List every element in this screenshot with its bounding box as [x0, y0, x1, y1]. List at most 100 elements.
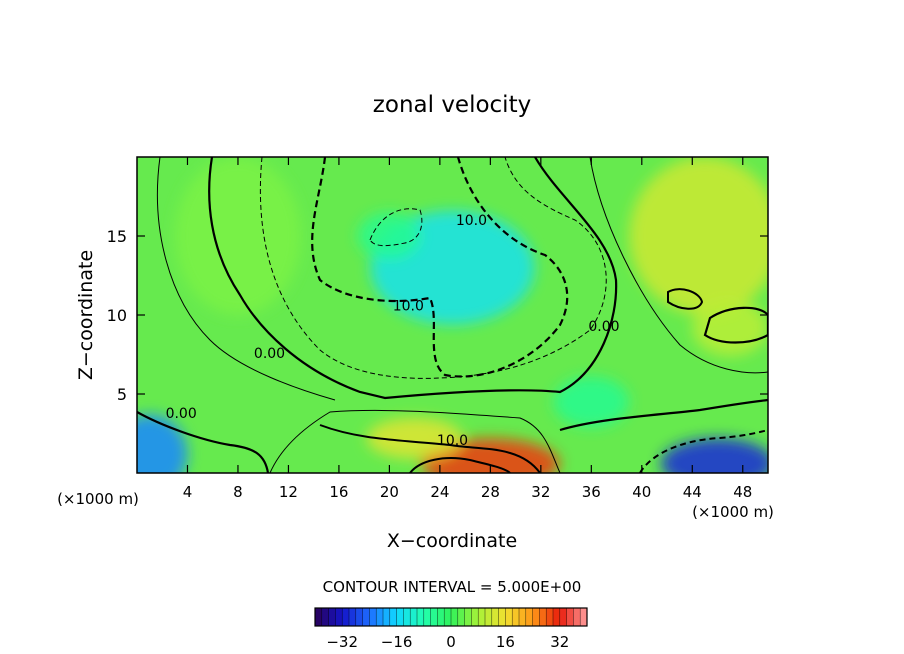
x-tick-label: 4 — [183, 483, 193, 501]
contour-zero-islet — [667, 288, 704, 310]
field-blob — [629, 157, 768, 315]
colorbar-cell — [559, 608, 567, 626]
contour-neg10-lower — [639, 429, 768, 473]
field-blobs — [137, 157, 768, 473]
x-tick-label: 32 — [531, 483, 550, 501]
colorbar-tick-label: 32 — [550, 633, 569, 651]
colorbar: −32 −16 0 16 32 — [314, 607, 588, 651]
contour-label: 10.0 — [437, 433, 468, 449]
colorbar-tick-label: −16 — [381, 633, 413, 651]
x-tick-label: 36 — [582, 483, 601, 501]
colorbar-cell — [437, 608, 445, 626]
colorbar-cell — [491, 608, 499, 626]
colorbar-cell — [430, 608, 438, 626]
colorbar-cell — [403, 608, 411, 626]
field-blob — [357, 212, 421, 260]
contour-lines — [137, 157, 768, 473]
field-blob — [366, 417, 463, 459]
colorbar-cell — [525, 608, 533, 626]
velocity-field: 10.0 10.0 0.00 0.00 0.00 10.0 — [137, 157, 768, 473]
x-tick-label: 24 — [430, 483, 449, 501]
contour-pos5-left — [157, 157, 336, 401]
colorbar-cell — [396, 608, 404, 626]
x-axis-unit: (×1000 m) — [692, 503, 774, 521]
x-tick-label: 44 — [683, 483, 702, 501]
contour-label: 0.00 — [588, 319, 619, 335]
colorbar-cell — [546, 608, 554, 626]
contour-zero-left — [137, 411, 270, 473]
colorbar-cell — [362, 608, 370, 626]
contour-label: 0.00 — [166, 406, 197, 422]
field-blob — [660, 438, 768, 473]
colorbar-cell — [335, 608, 343, 626]
colorbar-cell — [321, 608, 329, 626]
y-axis-ticks: 5 10 15 — [107, 227, 768, 404]
colorbar-cell — [519, 608, 527, 626]
colorbar-cell — [417, 608, 425, 626]
colorbar-cell — [444, 608, 452, 626]
colorbar-cell — [539, 608, 547, 626]
colorbar-cell — [553, 608, 561, 626]
chart-title: zonal velocity — [373, 92, 531, 118]
colorbar-cell — [573, 608, 581, 626]
colorbar-cell — [410, 608, 418, 626]
x-axis-ticks: 4 8 12 16 20 24 28 32 36 40 44 48 — [183, 157, 752, 501]
contour-pos20 — [409, 457, 511, 473]
colorbar-tick-label: 16 — [496, 633, 515, 651]
colorbar-cell — [464, 608, 472, 626]
field-blob — [174, 157, 302, 315]
colorbar-cell — [471, 608, 479, 626]
x-tick-label: 48 — [733, 483, 752, 501]
colorbar-cell — [512, 608, 520, 626]
x-tick-label: 8 — [233, 483, 243, 501]
contour-label: 10.0 — [393, 299, 424, 315]
colorbar-cell — [532, 608, 540, 626]
colorbar-cell — [498, 608, 506, 626]
x-tick-label: 16 — [329, 483, 348, 501]
colorbar-cell — [369, 608, 377, 626]
contour-pos5-lower — [269, 409, 561, 473]
field-blob — [137, 414, 188, 473]
contour-label: 0.00 — [254, 346, 285, 362]
y-tick-label: 15 — [107, 227, 127, 246]
colorbar-cell — [478, 608, 486, 626]
x-tick-label: 12 — [279, 483, 298, 501]
contour-labels: 10.0 10.0 0.00 0.00 0.00 10.0 — [166, 213, 620, 449]
contour-label: 10.0 — [456, 213, 487, 229]
colorbar-cell — [566, 608, 574, 626]
field-blob — [553, 376, 630, 428]
colorbar-cell — [383, 608, 391, 626]
colorbar-cell — [457, 608, 465, 626]
colorbar-cell — [505, 608, 513, 626]
y-tick-label: 10 — [107, 306, 127, 325]
colorbar-cell — [342, 608, 350, 626]
x-tick-label: 28 — [481, 483, 500, 501]
contour-neg10 — [311, 157, 569, 378]
colorbar-cell — [423, 608, 431, 626]
colorbar-cell — [349, 608, 357, 626]
colorbar-tick-label: −32 — [326, 633, 358, 651]
contour-neg5 — [259, 157, 607, 379]
contour-zero-main — [208, 157, 618, 400]
contour-neg15 — [369, 208, 423, 247]
y-tick-label: 5 — [117, 385, 127, 404]
contour-interval-note: CONTOUR INTERVAL = 5.000E+00 — [323, 578, 582, 596]
colorbar-tick-label: 0 — [446, 633, 456, 651]
contour-pos5-right — [589, 157, 768, 374]
colorbar-cell — [580, 608, 588, 626]
x-tick-label: 40 — [632, 483, 651, 501]
contour-zero-island — [703, 306, 768, 344]
colorbar-cell — [315, 608, 323, 626]
colorbar-cell — [451, 608, 459, 626]
colorbar-frame — [314, 607, 588, 627]
colorbar-cell — [485, 608, 493, 626]
x-axis-label: X−coordinate — [387, 530, 517, 552]
colorbar-cell — [389, 608, 397, 626]
colorbar-cell — [376, 608, 384, 626]
x-tick-label: 20 — [380, 483, 399, 501]
colorbar-cell — [328, 608, 336, 626]
y-axis-label: Z−coordinate — [75, 250, 97, 380]
contour-zero-right — [559, 398, 768, 432]
contour-pos10 — [319, 424, 541, 473]
